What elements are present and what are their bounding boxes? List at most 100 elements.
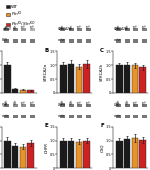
- Text: SERCA2b: SERCA2b: [114, 27, 128, 31]
- Bar: [142, 115, 147, 118]
- Bar: [116, 65, 123, 93]
- Text: $\it{WT}$: $\it{WT}$: [123, 98, 132, 107]
- Text: CSQ: CSQ: [114, 103, 120, 107]
- Bar: [68, 64, 74, 93]
- Y-axis label: CSQ: CSQ: [100, 143, 104, 152]
- Text: $\it{WT}$: $\it{WT}$: [11, 98, 20, 107]
- Text: $\it{WT}$: $\it{WT}$: [123, 22, 132, 32]
- Bar: [30, 39, 35, 43]
- Bar: [125, 39, 130, 43]
- Bar: [125, 104, 130, 107]
- Bar: [60, 115, 65, 118]
- Bar: [124, 65, 130, 93]
- Text: E: E: [44, 123, 48, 128]
- Bar: [77, 28, 82, 31]
- Text: actin: actin: [58, 114, 65, 118]
- Bar: [60, 104, 65, 107]
- Bar: [132, 138, 138, 168]
- Y-axis label: SERCA2b: SERCA2b: [100, 63, 104, 81]
- Y-axis label: SERCA2a: SERCA2a: [44, 63, 48, 81]
- Bar: [60, 39, 65, 43]
- Bar: [20, 147, 26, 168]
- Bar: [21, 28, 26, 31]
- Bar: [116, 39, 121, 43]
- Bar: [69, 115, 74, 118]
- Bar: [12, 146, 18, 168]
- Bar: [116, 104, 121, 107]
- Text: actin: actin: [114, 38, 121, 42]
- Bar: [12, 89, 18, 93]
- Text: $\it{Pln}$: $\it{Pln}$: [140, 98, 149, 107]
- Bar: [86, 39, 91, 43]
- Text: $\it{WT}$: $\it{WT}$: [58, 22, 67, 32]
- Bar: [139, 140, 146, 168]
- Bar: [13, 115, 18, 118]
- Text: $\it{WT}$: $\it{WT}$: [58, 98, 67, 107]
- Text: $\it{Pln}$: $\it{Pln}$: [19, 22, 28, 31]
- Bar: [21, 104, 26, 107]
- Text: C: C: [100, 48, 104, 53]
- Text: $\it{WT}$: $\it{WT}$: [114, 98, 123, 107]
- Bar: [139, 67, 146, 93]
- Bar: [69, 39, 74, 43]
- Text: DHPR: DHPR: [58, 103, 66, 107]
- Bar: [4, 141, 11, 168]
- Bar: [60, 28, 65, 31]
- Bar: [124, 139, 130, 168]
- Bar: [21, 115, 26, 118]
- Text: $\it{Pln}$: $\it{Pln}$: [131, 22, 140, 31]
- Text: F: F: [100, 123, 104, 128]
- Bar: [13, 28, 18, 31]
- Bar: [133, 104, 138, 107]
- Bar: [86, 115, 91, 118]
- Bar: [83, 64, 90, 93]
- Text: $\it{Pln}$: $\it{Pln}$: [84, 22, 93, 31]
- Bar: [142, 39, 147, 43]
- Bar: [76, 66, 82, 93]
- Text: actin: actin: [58, 38, 65, 42]
- Bar: [125, 115, 130, 118]
- Bar: [30, 28, 35, 31]
- Text: $\it{Pln}$: $\it{Pln}$: [28, 22, 37, 31]
- Bar: [86, 104, 91, 107]
- Bar: [30, 115, 35, 118]
- Bar: [68, 141, 74, 168]
- Bar: [30, 104, 35, 107]
- Text: actin: actin: [114, 114, 121, 118]
- Text: $\it{Pln}$: $\it{Pln}$: [75, 22, 84, 31]
- Bar: [77, 104, 82, 107]
- Text: $\it{WT}$: $\it{WT}$: [2, 22, 11, 32]
- Text: PLN: PLN: [2, 38, 8, 42]
- Text: $\it{Pln}$: $\it{Pln}$: [75, 98, 84, 107]
- Bar: [133, 28, 138, 31]
- Text: $\it{WT}$: $\it{WT}$: [2, 98, 11, 107]
- Text: $\it{WT}$: $\it{WT}$: [67, 22, 76, 32]
- Text: SERCA2a: SERCA2a: [58, 27, 72, 31]
- Bar: [125, 28, 130, 31]
- Text: $\it{WT}$: $\it{WT}$: [114, 22, 123, 32]
- Bar: [86, 28, 91, 31]
- Bar: [21, 39, 26, 43]
- Bar: [4, 115, 9, 118]
- Text: $\it{Pln}$: $\it{Pln}$: [131, 98, 140, 107]
- Legend: WT, $Pln^{KI}$, $Pln^{KI}/Sln^{KO}$: WT, $Pln^{KI}$, $Pln^{KI}/Sln^{KO}$: [4, 4, 37, 31]
- Bar: [116, 115, 121, 118]
- Bar: [13, 39, 18, 43]
- Text: $\it{Pln}$: $\it{Pln}$: [84, 98, 93, 107]
- Bar: [69, 104, 74, 107]
- Bar: [132, 65, 138, 93]
- Bar: [60, 65, 67, 93]
- Bar: [20, 90, 26, 93]
- Text: $\it{WT}$: $\it{WT}$: [11, 22, 20, 32]
- Text: actin: actin: [2, 114, 9, 118]
- Bar: [13, 104, 18, 107]
- Bar: [83, 141, 90, 168]
- Bar: [69, 28, 74, 31]
- Bar: [133, 115, 138, 118]
- Text: B: B: [44, 48, 48, 53]
- Bar: [77, 115, 82, 118]
- Bar: [116, 28, 121, 31]
- Y-axis label: DHPR: DHPR: [44, 142, 48, 153]
- Text: $\it{Pln}$: $\it{Pln}$: [19, 98, 28, 107]
- Bar: [76, 142, 82, 168]
